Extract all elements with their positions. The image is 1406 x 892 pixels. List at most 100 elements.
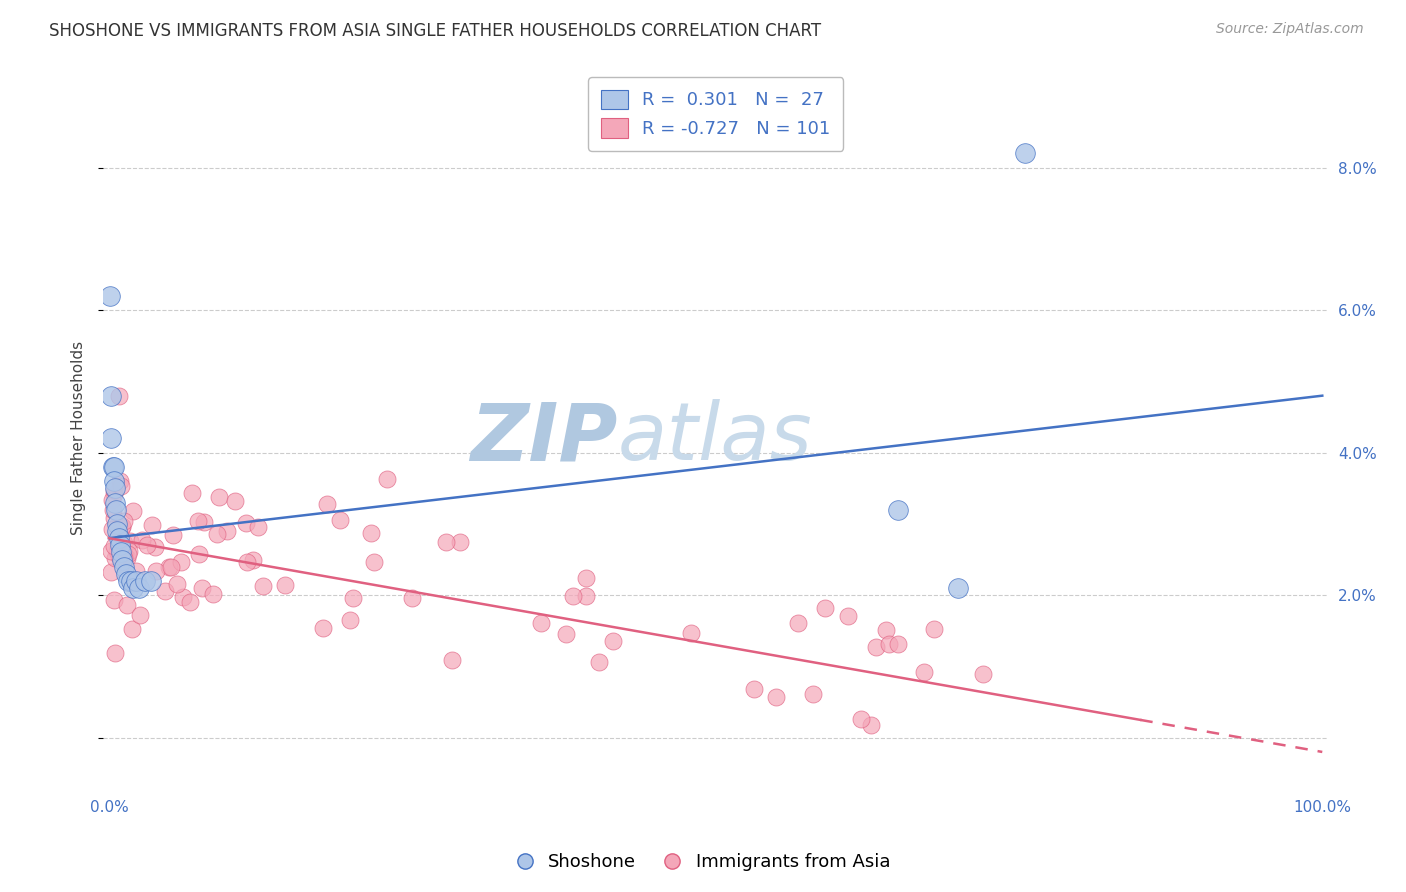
- Point: [166, 577, 188, 591]
- Point: [107, 524, 129, 538]
- Point: [105, 543, 128, 558]
- Point: [103, 539, 125, 553]
- Point: [875, 623, 897, 637]
- Text: SHOSHONE VS IMMIGRANTS FROM ASIA SINGLE FATHER HOUSEHOLDS CORRELATION CHART: SHOSHONE VS IMMIGRANTS FROM ASIA SINGLE …: [49, 22, 821, 40]
- Legend: Shoshone, Immigrants from Asia: Shoshone, Immigrants from Asia: [509, 847, 897, 879]
- Point: [141, 518, 163, 533]
- Point: [363, 555, 385, 569]
- Point: [121, 574, 143, 589]
- Point: [555, 627, 578, 641]
- Point: [157, 560, 180, 574]
- Point: [851, 712, 873, 726]
- Point: [814, 600, 837, 615]
- Point: [912, 665, 935, 679]
- Point: [575, 589, 598, 603]
- Point: [105, 522, 128, 536]
- Point: [131, 533, 153, 547]
- Point: [118, 544, 141, 558]
- Point: [401, 591, 423, 606]
- Point: [135, 538, 157, 552]
- Point: [236, 555, 259, 569]
- Point: [115, 551, 138, 566]
- Point: [129, 608, 152, 623]
- Point: [103, 487, 125, 501]
- Point: [104, 646, 127, 660]
- Point: [837, 609, 859, 624]
- Point: [449, 534, 471, 549]
- Point: [145, 564, 167, 578]
- Point: [208, 491, 231, 505]
- Point: [128, 581, 150, 595]
- Point: [765, 690, 787, 704]
- Point: [100, 566, 122, 580]
- Point: [103, 483, 125, 497]
- Point: [922, 623, 945, 637]
- Point: [124, 574, 146, 588]
- Point: [107, 549, 129, 563]
- Point: [117, 574, 139, 588]
- Point: [315, 497, 337, 511]
- Point: [274, 578, 297, 592]
- Point: [112, 557, 135, 571]
- Point: [111, 518, 134, 533]
- Point: [188, 547, 211, 561]
- Point: [574, 570, 596, 584]
- Point: [246, 520, 269, 534]
- Point: [329, 513, 352, 527]
- Point: [360, 526, 382, 541]
- Point: [434, 535, 457, 549]
- Point: [108, 475, 131, 489]
- Point: [190, 581, 212, 595]
- Point: [108, 538, 131, 552]
- Point: [375, 472, 398, 486]
- Point: [681, 626, 703, 640]
- Point: [801, 687, 824, 701]
- Point: [111, 552, 134, 566]
- Point: [865, 640, 887, 654]
- Point: [103, 510, 125, 524]
- Point: [742, 681, 765, 696]
- Point: [179, 594, 201, 608]
- Point: [117, 547, 139, 561]
- Point: [112, 536, 135, 550]
- Point: [101, 459, 124, 474]
- Point: [339, 613, 361, 627]
- Point: [121, 575, 143, 590]
- Point: [440, 653, 463, 667]
- Point: [112, 559, 135, 574]
- Point: [104, 550, 127, 565]
- Point: [98, 289, 121, 303]
- Point: [122, 581, 145, 595]
- Point: [121, 622, 143, 636]
- Point: [342, 591, 364, 605]
- Point: [110, 545, 132, 559]
- Point: [104, 481, 127, 495]
- Text: Source: ZipAtlas.com: Source: ZipAtlas.com: [1216, 22, 1364, 37]
- Point: [948, 581, 970, 595]
- Point: [112, 515, 135, 529]
- Point: [134, 574, 156, 588]
- Point: [860, 717, 883, 731]
- Point: [201, 587, 224, 601]
- Point: [121, 503, 143, 517]
- Point: [100, 493, 122, 508]
- Point: [170, 555, 193, 569]
- Point: [215, 524, 238, 538]
- Point: [972, 667, 994, 681]
- Point: [103, 459, 125, 474]
- Text: atlas: atlas: [617, 400, 813, 477]
- Point: [561, 589, 583, 603]
- Point: [104, 495, 127, 509]
- Point: [886, 502, 908, 516]
- Point: [120, 574, 142, 588]
- Point: [187, 514, 209, 528]
- Point: [205, 527, 228, 541]
- Point: [112, 547, 135, 561]
- Point: [110, 479, 132, 493]
- Point: [100, 389, 122, 403]
- Point: [588, 656, 610, 670]
- Point: [107, 531, 129, 545]
- Point: [125, 564, 148, 578]
- Point: [145, 540, 167, 554]
- Point: [235, 516, 257, 530]
